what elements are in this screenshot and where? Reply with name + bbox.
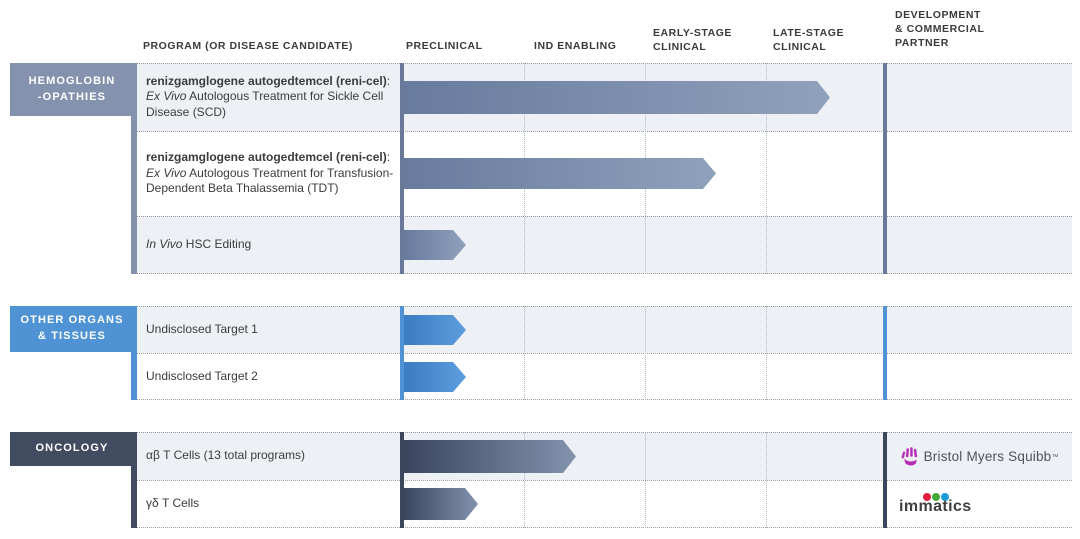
program-label-text: Undisclosed Target 1: [146, 321, 258, 336]
partner-column-divider: [883, 306, 887, 400]
partner-name: Bristol Myers Squibb: [923, 448, 1052, 464]
program-label: Undisclosed Target 1: [146, 306, 396, 353]
red-dot-icon: [923, 493, 931, 501]
column-header-ind-enabling: IND ENABLING: [534, 40, 617, 52]
category-header-other-organs-tissues: OTHER ORGANS & TISSUES: [10, 306, 134, 352]
blue-dot-icon: [941, 493, 949, 501]
program-label-text: γδ T Cells: [146, 496, 200, 511]
stage-gridline: [766, 306, 767, 400]
column-header-program: PROGRAM (OR DISEASE CANDIDATE): [143, 40, 353, 52]
category-header-hemoglobinopathies: HEMOGLOBIN -OPATHIES: [10, 63, 134, 116]
partner-logo-bms: Bristol Myers Squibb ™: [887, 432, 1072, 480]
progress-arrow-gd-t-cells: [404, 488, 478, 520]
progress-arrow-tdt: [404, 158, 716, 189]
partner-column-divider: [883, 63, 887, 274]
progress-arrow-undisclosed-1: [404, 315, 466, 345]
bms-hand-icon: [901, 446, 919, 466]
program-label-text: renizgamglogene autogedtemcel (reni-cel)…: [146, 150, 394, 196]
stage-gridline: [645, 432, 646, 528]
stage-gridline: [766, 63, 767, 274]
program-column-divider: [400, 63, 404, 274]
progress-arrow-in-vivo-hsc: [404, 230, 466, 260]
trademark-symbol: ™: [1051, 453, 1059, 461]
stage-gridline: [524, 432, 525, 528]
program-label: renizgamglogene autogedtemcel (reni-cel)…: [146, 131, 396, 216]
column-header-late-stage-clinical: LATE-STAGE CLINICAL: [773, 27, 845, 53]
immatics-dots-icon: [923, 493, 972, 501]
table-row: [137, 480, 1072, 528]
program-label-text: αβ T Cells (13 total programs): [146, 448, 305, 463]
stage-gridline: [645, 306, 646, 400]
progress-arrow-ab-t-cells: [404, 440, 576, 473]
program-column-divider: [400, 306, 404, 400]
section-accent-bar: [131, 432, 137, 528]
table-row: [137, 216, 1072, 274]
program-label: αβ T Cells (13 total programs): [146, 432, 396, 480]
program-label: renizgamglogene autogedtemcel (reni-cel)…: [146, 63, 396, 131]
partner-name: immatics: [899, 498, 972, 515]
immatics-logo-wrap: immatics: [899, 493, 972, 515]
section-accent-bar: [131, 63, 137, 274]
column-header-early-stage-clinical: EARLY-STAGE CLINICAL: [653, 27, 732, 53]
program-label: In Vivo HSC Editing: [146, 216, 396, 274]
column-header-preclinical: PRECLINICAL: [406, 40, 483, 52]
partner-column-divider: [883, 432, 887, 528]
stage-gridline: [524, 306, 525, 400]
table-row: [137, 353, 1072, 400]
program-label-text: In Vivo HSC Editing: [146, 237, 252, 252]
partner-logo-immatics: immatics: [887, 480, 1072, 528]
column-header-partner: DEVELOPMENT & COMMERCIAL PARTNER: [895, 9, 985, 49]
category-header-oncology: ONCOLOGY: [10, 432, 134, 466]
program-label-text: renizgamglogene autogedtemcel (reni-cel)…: [146, 73, 391, 119]
program-label-text: Undisclosed Target 2: [146, 368, 258, 383]
progress-arrow-undisclosed-2: [404, 362, 466, 392]
table-row: [137, 306, 1072, 353]
program-label: γδ T Cells: [146, 480, 396, 528]
green-dot-icon: [932, 493, 940, 501]
program-label: Undisclosed Target 2: [146, 353, 396, 400]
progress-arrow-scd: [404, 81, 830, 114]
program-column-divider: [400, 432, 404, 528]
stage-gridline: [766, 432, 767, 528]
section-accent-bar: [131, 306, 137, 400]
